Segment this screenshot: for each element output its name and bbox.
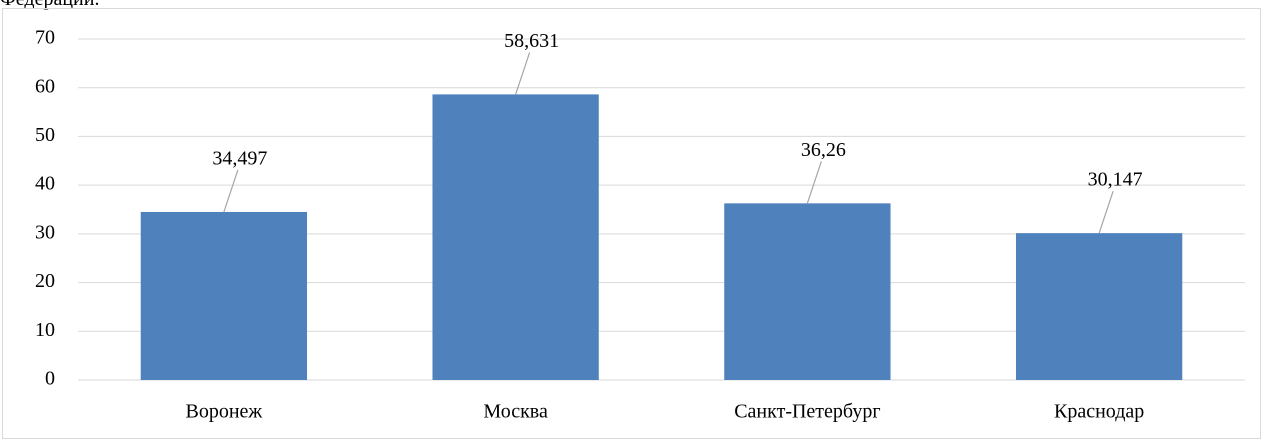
caption-fragment: Федерации. (0, 0, 99, 10)
x-tick-label: Санкт-Петербург (734, 401, 880, 423)
x-tick-label: Воронеж (186, 401, 263, 423)
y-tick-label: 0 (45, 368, 55, 390)
leader-line (806, 161, 822, 204)
leader-line (1098, 190, 1114, 234)
data-label: 34,497 (212, 148, 267, 170)
y-tick-label: 60 (35, 75, 55, 97)
y-tick-label: 10 (35, 319, 55, 341)
data-label: 58,631 (504, 30, 559, 52)
bar (1015, 233, 1183, 380)
chart-frame (2, 8, 1261, 439)
leader-line (223, 169, 239, 213)
y-tick-label: 30 (35, 221, 55, 243)
data-label: 30,147 (1088, 169, 1143, 191)
data-label: 36,26 (801, 139, 846, 161)
y-tick-label: 70 (35, 27, 55, 49)
y-tick-label: 40 (35, 173, 55, 195)
x-tick-label: Москва (483, 401, 548, 423)
bar (140, 211, 308, 380)
bar (724, 203, 891, 380)
y-tick-label: 20 (35, 270, 55, 292)
y-tick-label: 50 (35, 124, 55, 146)
x-tick-label: Краснодар (1054, 401, 1144, 423)
leader-line (515, 52, 531, 95)
bar (432, 94, 599, 380)
